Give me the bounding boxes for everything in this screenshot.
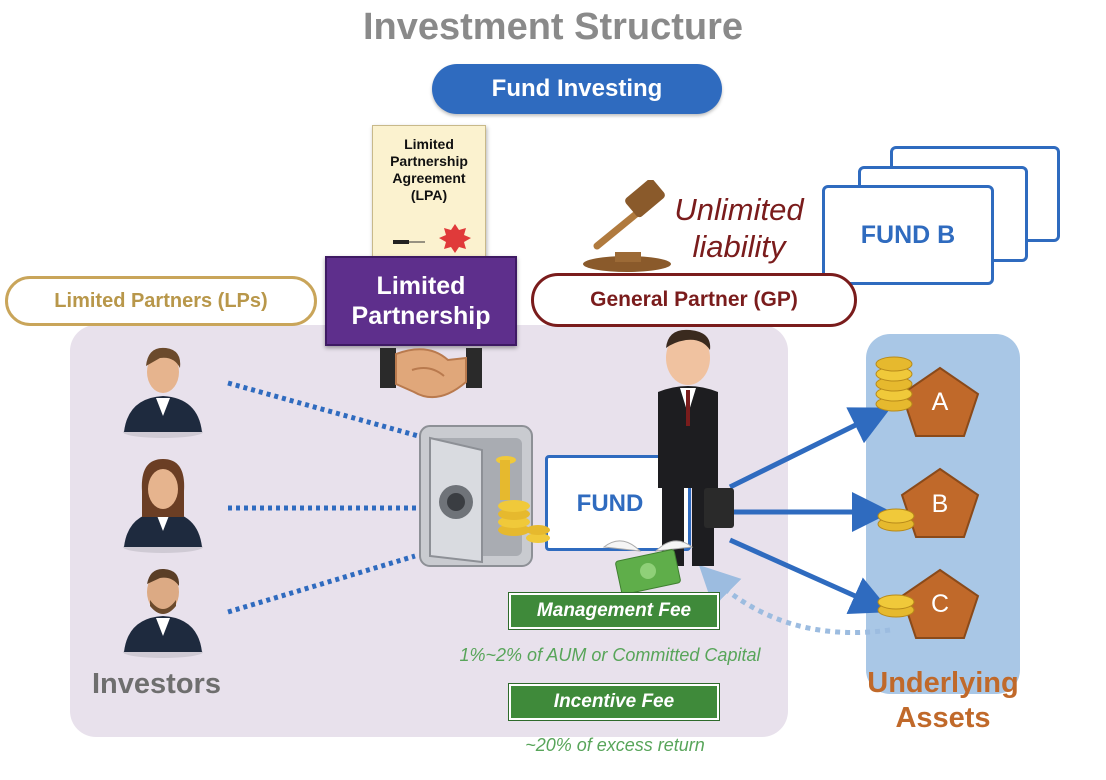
- page-title: Investment Structure: [362, 6, 744, 48]
- pentagon-icon: [900, 467, 980, 538]
- money-wings-icon: [602, 540, 694, 595]
- fund-b-label: FUND B: [860, 220, 956, 249]
- pentagon-icon: [900, 568, 980, 639]
- lpa-document-icon: Limited Partnership Agreement (LPA): [372, 125, 486, 267]
- gavel-icon: [583, 180, 671, 272]
- coins-icon: [875, 356, 913, 412]
- safe-icon: [419, 425, 550, 567]
- handshake-icon: [380, 348, 482, 399]
- asset-a-label: A: [931, 388, 949, 416]
- incentive-fee-label: Incentive Fee: [508, 683, 720, 721]
- fund-investing-pill: Fund Investing: [432, 64, 722, 114]
- lpa-document-text: Limited Partnership Agreement (LPA): [390, 136, 468, 204]
- unlimited-liability-label: Unlimited liability: [674, 192, 804, 264]
- limited-partnership-box: Limited Partnership: [325, 256, 517, 346]
- limited-partners-pill: Limited Partners (LPs): [5, 276, 317, 326]
- investor-avatar-icon: [123, 347, 203, 438]
- asset-b-label: B: [931, 490, 949, 518]
- asset-c-label: C: [930, 590, 950, 618]
- management-fee-label: Management Fee: [508, 592, 720, 630]
- general-partner-pill: General Partner (GP): [531, 273, 857, 327]
- investor-avatar-icon: [123, 568, 203, 658]
- lpa-seal-graphic: [393, 224, 471, 253]
- management-fee-note: 1%~2% of AUM or Committed Capital: [459, 645, 761, 665]
- investor-avatar-icon: [123, 459, 203, 553]
- coins-icon: [877, 508, 915, 532]
- investors-label: Investors: [92, 668, 221, 700]
- fund-b-card: FUND B: [822, 185, 994, 285]
- fund-label: FUND: [576, 490, 644, 517]
- coins-icon: [877, 594, 915, 618]
- underlying-assets-label: Underlying Assets: [867, 667, 1019, 734]
- incentive-fee-note: ~20% of excess return: [525, 735, 705, 755]
